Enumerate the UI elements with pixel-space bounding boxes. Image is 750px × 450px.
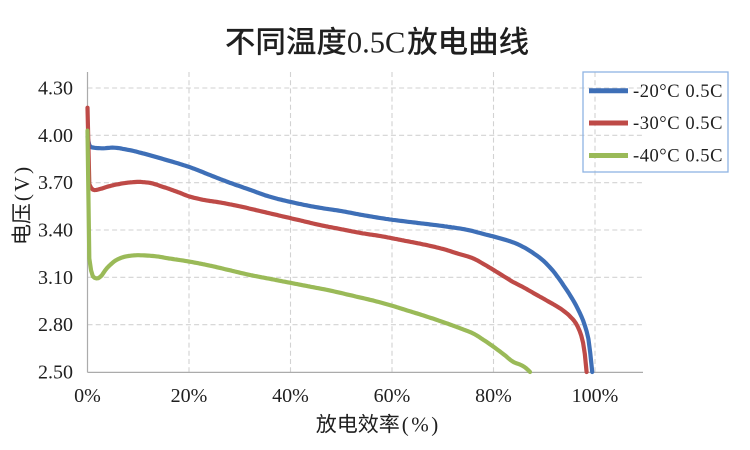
svg-text:3.10: 3.10 (38, 267, 73, 289)
svg-text:60%: 60% (374, 385, 411, 407)
svg-text:-20°C 0.5C: -20°C 0.5C (633, 82, 723, 102)
svg-text:0%: 0% (74, 385, 101, 407)
svg-text:-30°C 0.5C: -30°C 0.5C (633, 114, 723, 134)
svg-text:0.5C: 0.5C (347, 26, 405, 60)
svg-text:3.40: 3.40 (38, 220, 73, 242)
svg-text:3.70: 3.70 (38, 172, 73, 194)
svg-text:2.80: 2.80 (38, 314, 73, 336)
svg-text:(V): (V) (10, 164, 34, 201)
svg-text:40%: 40% (272, 385, 309, 407)
svg-text:(%): (%) (402, 413, 441, 437)
svg-text:20%: 20% (171, 385, 208, 407)
svg-text:100%: 100% (572, 385, 619, 407)
svg-text:4.30: 4.30 (38, 78, 73, 100)
svg-text:80%: 80% (475, 385, 512, 407)
svg-text:2.50: 2.50 (38, 362, 73, 384)
svg-text:4.00: 4.00 (38, 125, 73, 147)
svg-text:-40°C 0.5C: -40°C 0.5C (633, 147, 723, 167)
